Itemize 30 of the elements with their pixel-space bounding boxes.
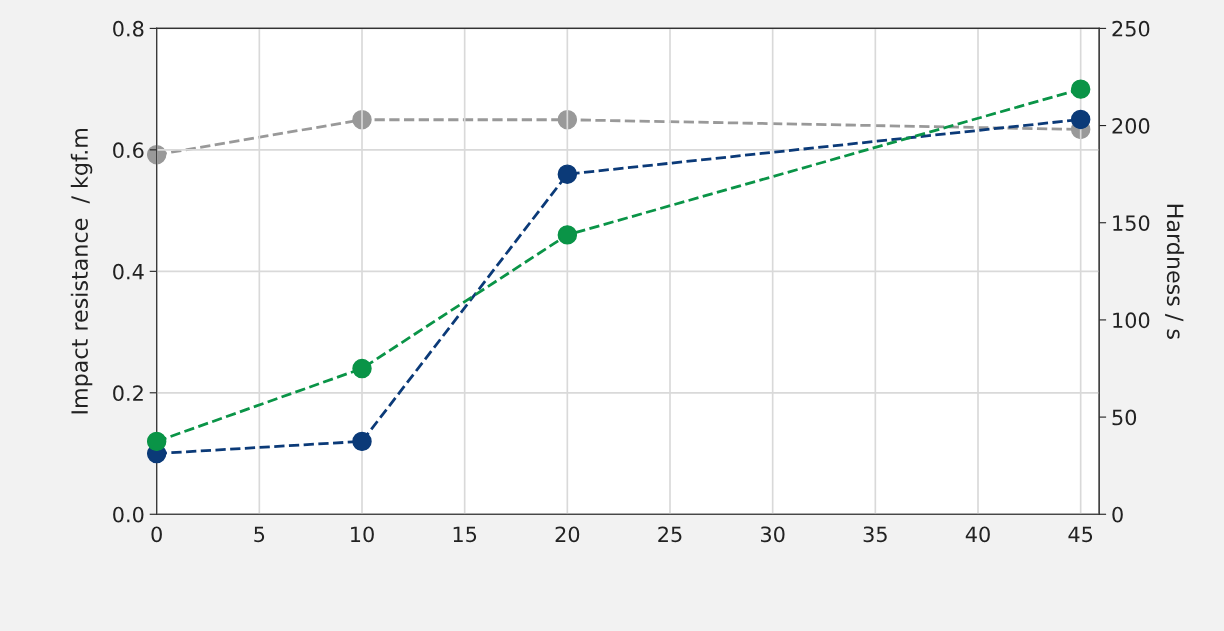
point — [557, 164, 578, 184]
y-tick-label: 0.6 — [113, 142, 144, 159]
y-tick-label: 0.8 — [113, 20, 144, 37]
x-tick-label: 35 — [863, 526, 887, 543]
y2-tick-label: 200 — [1112, 118, 1150, 134]
point — [146, 431, 167, 452]
y-axis-title: Impact resistance / kgf.m — [70, 128, 93, 414]
y2-tick-label: 50 — [1112, 409, 1137, 426]
x-tick-label: 40 — [965, 526, 990, 543]
y-tick-label: 0.2 — [113, 385, 143, 402]
y-tick-label: 0.0 — [113, 506, 144, 523]
point — [352, 431, 372, 452]
x-tick-label: 45 — [1068, 526, 1093, 543]
y2-axis-title: Hardness / s — [1165, 204, 1185, 339]
y2-tick-label: 100 — [1113, 312, 1150, 329]
x-tick-label: 15 — [453, 526, 477, 543]
point — [557, 225, 578, 245]
x-tick-label: 5 — [254, 526, 265, 543]
x-tick-label: 30 — [761, 526, 785, 543]
y-tick-label: 0.4 — [113, 263, 144, 280]
point — [1070, 79, 1091, 99]
y2-tick-label: 250 — [1112, 20, 1150, 37]
x-tick-label: 0 — [151, 526, 162, 543]
x-tick-label: 25 — [658, 526, 682, 543]
y2-tick-label: 150 — [1113, 215, 1150, 231]
point — [352, 358, 372, 379]
x-tick-label: 10 — [351, 526, 374, 543]
point — [1070, 109, 1091, 130]
y2-tick-label: 0 — [1112, 506, 1123, 523]
x-tick-label: 20 — [555, 526, 580, 543]
